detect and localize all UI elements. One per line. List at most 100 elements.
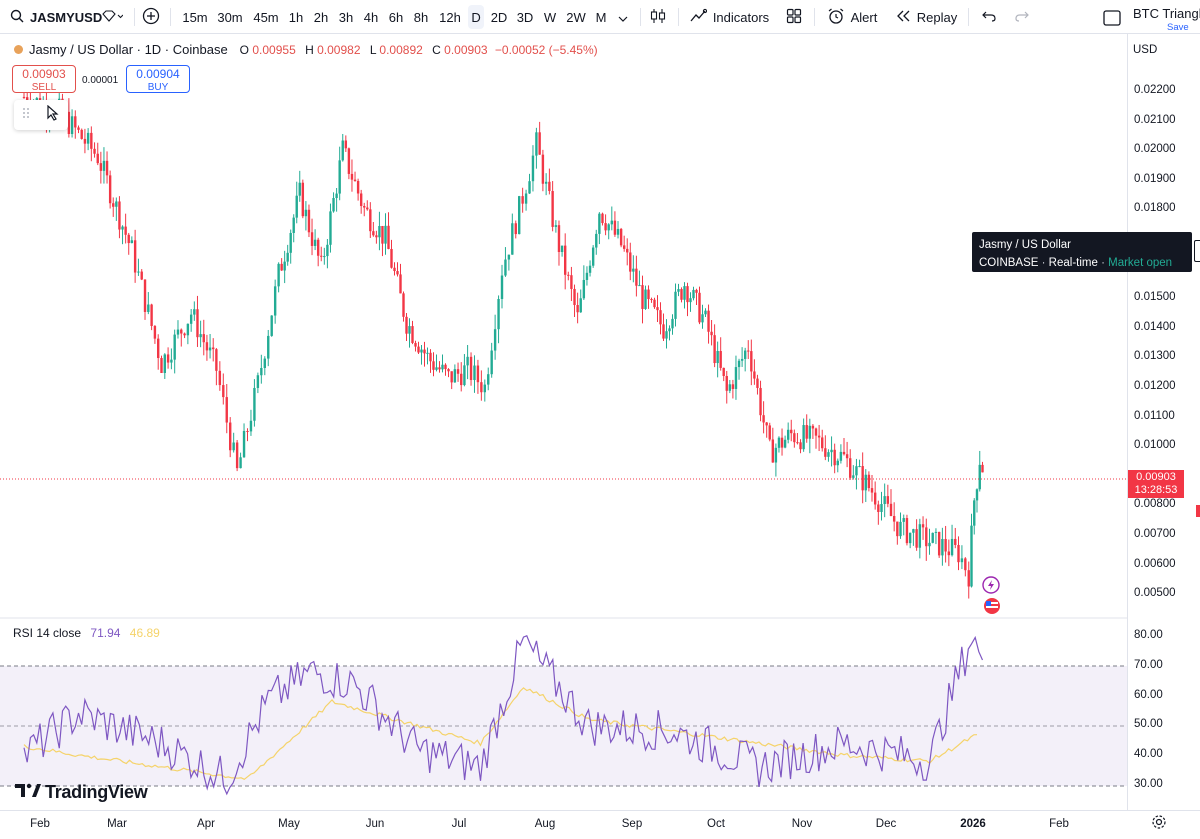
candle-body — [780, 437, 784, 448]
timeframe-2d[interactable]: 2D — [490, 9, 508, 25]
plus-circle-icon — [142, 7, 160, 28]
candle-body — [934, 531, 938, 533]
compare-add-button[interactable] — [140, 0, 162, 34]
timeframe-dropdown[interactable] — [614, 0, 632, 34]
candle-body — [849, 458, 852, 478]
settings-gear-icon[interactable] — [1151, 814, 1167, 835]
timeframe-15m[interactable]: 15m — [182, 9, 208, 25]
candle-body — [338, 160, 341, 194]
timeframe-6h[interactable]: 6h — [388, 9, 404, 25]
candle-body — [115, 201, 118, 207]
candle-body — [384, 225, 387, 244]
candle-body — [414, 342, 417, 347]
symbol-type-dropdown[interactable] — [94, 0, 130, 34]
timeframe-4h[interactable]: 4h — [363, 9, 379, 25]
candle-body — [808, 425, 812, 439]
candle-body — [246, 430, 249, 432]
tradingview-logo[interactable]: TradingView — [15, 782, 148, 803]
candle-body — [249, 420, 253, 432]
month-label: Nov — [791, 818, 813, 830]
month-label: Oct — [707, 818, 725, 830]
candle-body — [507, 254, 511, 260]
candle-body — [140, 271, 143, 280]
sell-button[interactable]: 0.00903 SELL — [12, 65, 76, 93]
rsi-ma-line — [23, 687, 978, 780]
layout-save-area[interactable]: BTC Triangle Save — [1103, 4, 1200, 33]
candle-body — [483, 384, 486, 393]
candle-body — [157, 338, 160, 359]
cursor-icon[interactable] — [46, 104, 60, 126]
timeframe-w[interactable]: W — [543, 9, 557, 25]
timeframe-12h[interactable]: 12h — [439, 9, 461, 25]
brand-name: TradingView — [45, 782, 148, 802]
candle-body — [864, 474, 867, 491]
grid-icon — [786, 8, 802, 27]
price-tick-label: 0.01400 — [1134, 320, 1176, 333]
templates-button[interactable] — [783, 0, 805, 34]
candle-body — [369, 209, 372, 232]
candle-body — [289, 232, 292, 253]
candle-body — [212, 347, 215, 350]
candle-body — [960, 558, 964, 563]
candle-body — [390, 248, 393, 268]
candle-body — [598, 213, 601, 234]
drag-handle-icon[interactable] — [22, 106, 30, 124]
replay-label: Replay — [916, 9, 958, 25]
candle-body — [883, 496, 886, 505]
candle-body — [286, 252, 289, 262]
rsi-legend[interactable]: RSI 14 close 71.94 46.89 — [13, 626, 160, 640]
timeframe-8h[interactable]: 8h — [413, 9, 429, 25]
price-tick-label: 0.01200 — [1134, 380, 1176, 392]
symbol-search[interactable]: JASMYUSD — [4, 0, 134, 34]
axis-handle[interactable] — [1194, 240, 1200, 262]
timeframe-2h[interactable]: 2h — [313, 9, 329, 25]
candle-body — [768, 425, 771, 440]
month-label: Apr — [197, 818, 215, 830]
buy-button[interactable]: 0.00904 BUY — [126, 65, 190, 93]
timeframe-2w[interactable]: 2W — [566, 9, 586, 25]
price-tick-label: 0.02000 — [1134, 143, 1176, 156]
candle-body — [827, 452, 830, 457]
timeframe-d[interactable]: D — [468, 5, 484, 29]
save-button[interactable]: Save — [1167, 22, 1189, 33]
currency-select[interactable]: USD — [1133, 44, 1158, 56]
undo-button[interactable] — [978, 0, 1000, 34]
alert-button[interactable]: Alert — [823, 0, 881, 34]
candle-body — [218, 370, 222, 386]
candle-body — [147, 304, 150, 312]
timeframe-45m[interactable]: 45m — [253, 9, 279, 25]
redo-button[interactable] — [1011, 0, 1033, 34]
candle-body — [870, 488, 874, 493]
candle-body — [579, 298, 582, 313]
candle-body — [591, 247, 595, 266]
candle-body — [408, 326, 411, 334]
candle-body — [215, 349, 218, 371]
diamond-icon — [101, 9, 124, 25]
price-tick-label: 0.01900 — [1134, 172, 1176, 185]
candle-body — [344, 140, 348, 149]
order-marker — [1196, 505, 1200, 517]
indicators-button[interactable]: Indicators — [686, 0, 772, 34]
timeframe-3d[interactable]: 3D — [516, 9, 534, 25]
timeframe-3h[interactable]: 3h — [338, 9, 354, 25]
price-axis[interactable] — [1127, 34, 1200, 810]
candle-body — [453, 369, 457, 383]
candle-body — [626, 248, 629, 253]
replay-button[interactable]: Replay — [893, 0, 959, 34]
candle-body — [497, 298, 500, 330]
candle-body — [435, 367, 438, 370]
rsi-tick-label: 50.00 — [1134, 718, 1163, 731]
timeframe-30m[interactable]: 30m — [217, 9, 243, 25]
time-axis[interactable] — [0, 810, 1200, 839]
candle-body — [102, 160, 106, 171]
candle-body — [356, 180, 360, 194]
candle-body — [143, 279, 147, 312]
price-chart[interactable] — [0, 34, 1127, 810]
candle-body — [504, 259, 507, 276]
chart-type-button[interactable] — [646, 0, 670, 34]
candle-body — [438, 367, 441, 370]
rsi-ma-value: 46.89 — [129, 626, 160, 640]
candle-body — [668, 328, 671, 332]
timeframe-m[interactable]: M — [595, 9, 607, 25]
timeframe-1h[interactable]: 1h — [288, 9, 304, 25]
